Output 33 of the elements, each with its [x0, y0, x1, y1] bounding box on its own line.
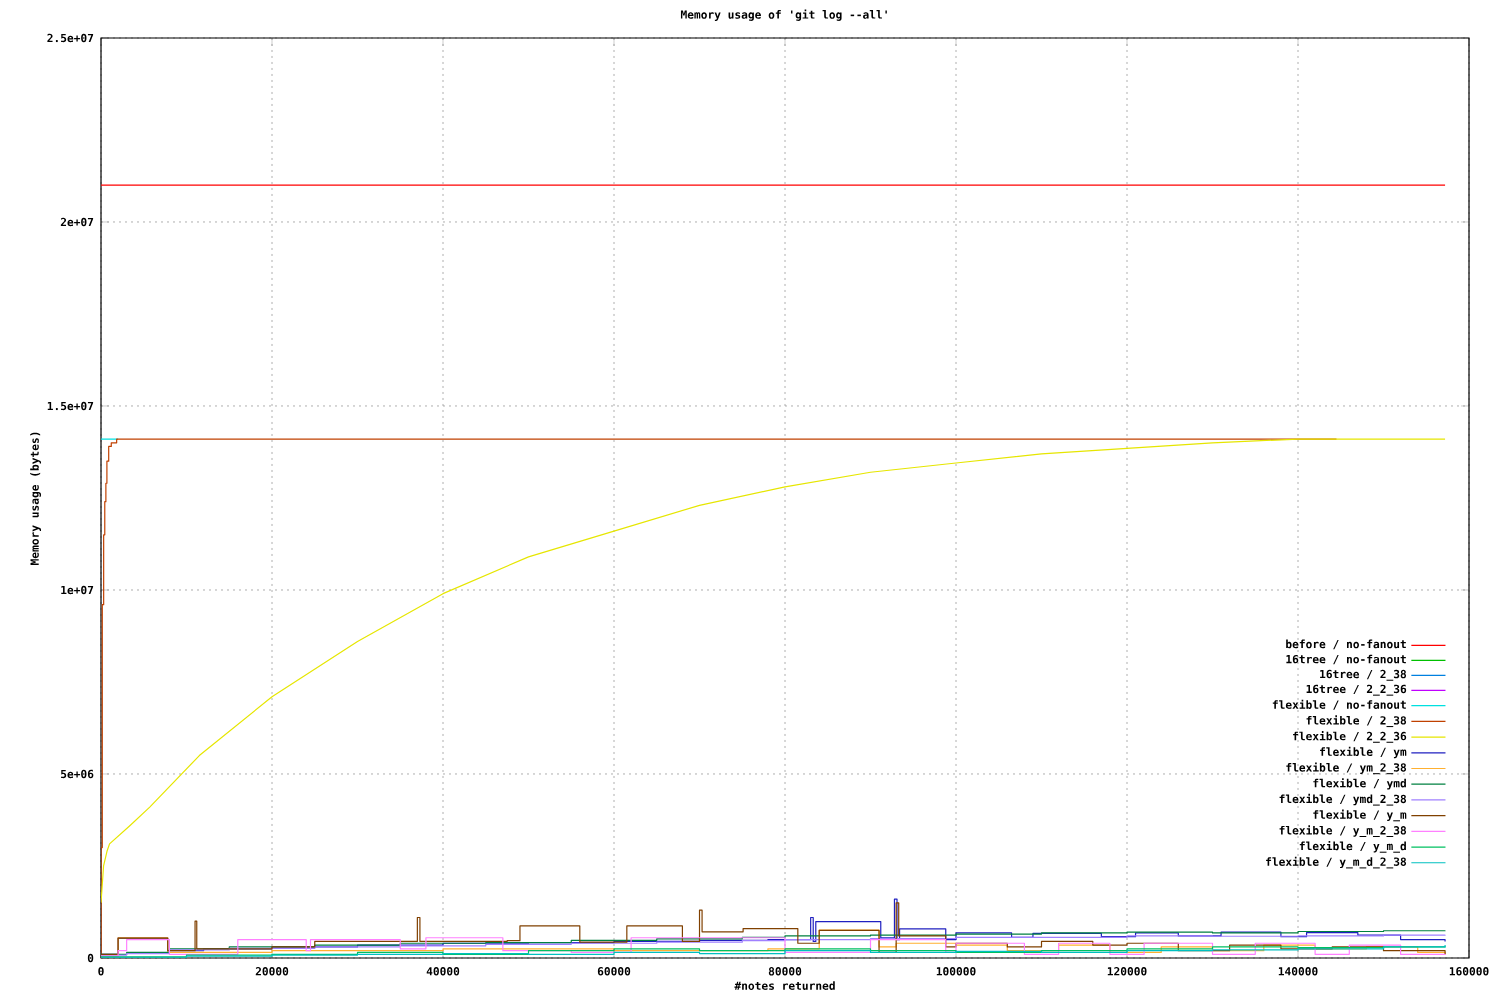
legend-label: flexible / y_m_2_38 [1279, 825, 1407, 838]
legend-label: flexible / y_m_d [1299, 840, 1406, 853]
y-tick-label: 1e+07 [61, 585, 94, 595]
y-axis-title: Memory usage (bytes) [30, 432, 42, 565]
legend-label: flexible / ym [1320, 746, 1407, 759]
y-tick-label: 2e+07 [60, 217, 94, 227]
legend-label: flexible / no-fanout [1272, 699, 1406, 710]
legend-label: flexible / y_m [1313, 809, 1407, 822]
x-tick-label: 0 [98, 967, 104, 976]
x-tick-label: 160000 [1449, 967, 1489, 976]
x-tick-label: 120000 [1107, 967, 1147, 976]
chart-title: Memory usage of 'git log --all' [680, 9, 887, 21]
y-tick-label: 1.5e+07 [47, 401, 94, 411]
x-tick-label: 80000 [768, 967, 802, 976]
legend-label: flexible / 2_2_36 [1293, 731, 1407, 743]
legend-label: 16tree / 2_2_36 [1306, 684, 1407, 696]
legend-label: flexible / 2_38 [1306, 715, 1407, 728]
legend-label: 16tree / no-fanout [1286, 654, 1406, 665]
x-tick-label: 140000 [1278, 967, 1318, 976]
y-tick-label: 5e+06 [61, 769, 94, 779]
y-tick-label: 2.5e+07 [47, 33, 94, 43]
legend-label: flexible / y_m_d_2_38 [1266, 856, 1407, 869]
y-tick-label: 0 [87, 953, 94, 963]
legend-label: 16tree / 2_38 [1320, 669, 1407, 681]
legend-label: flexible / ymd [1313, 778, 1406, 790]
legend-label: flexible / ym_2_38 [1286, 762, 1407, 775]
x-axis-title: #notes returned [734, 981, 835, 990]
legend-label: flexible / ymd_2_38 [1279, 793, 1407, 806]
x-tick-label: 60000 [597, 967, 631, 976]
x-tick-label: 40000 [426, 967, 460, 976]
x-tick-label: 20000 [255, 967, 289, 976]
legend-label: before / no-fanout [1286, 639, 1406, 650]
x-tick-label: 100000 [936, 967, 976, 976]
